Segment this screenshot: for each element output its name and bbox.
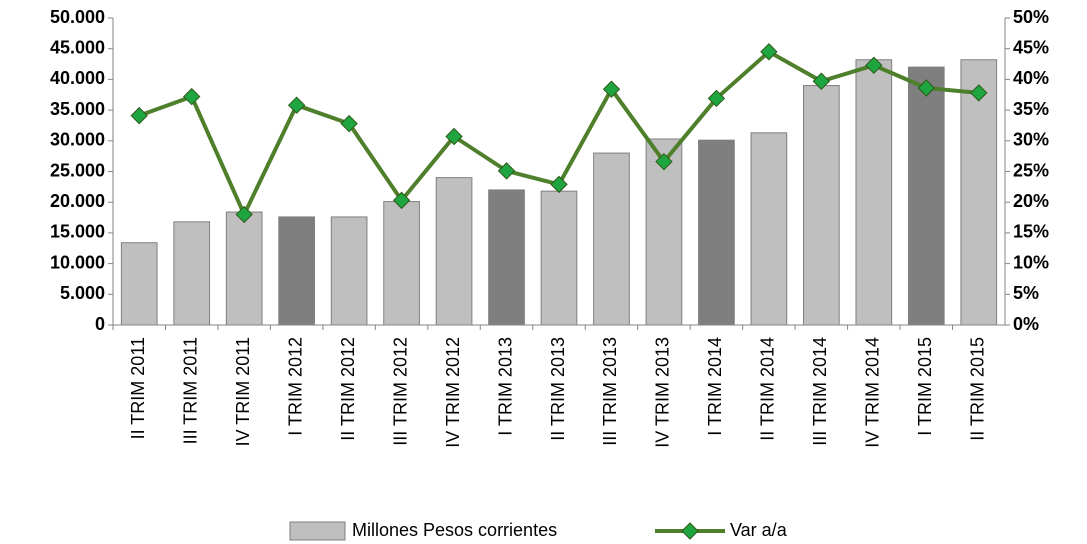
marker	[655, 152, 673, 171]
y-tick-label: 30.000	[50, 130, 105, 150]
x-tick-label: I TRIM 2013	[495, 337, 515, 436]
marker	[550, 175, 568, 194]
marker	[865, 56, 883, 74]
marker	[602, 80, 621, 98]
y2-tick-label: 30%	[1013, 130, 1049, 150]
legend-label: Var a/a	[730, 520, 788, 540]
bar	[278, 216, 315, 326]
marker	[970, 84, 988, 102]
y2-tick-label: 20%	[1013, 191, 1049, 211]
bar	[540, 190, 578, 326]
x-tick-label: II TRIM 2011	[128, 337, 148, 439]
y-tick-label: 20.000	[50, 191, 105, 211]
legend-label: Millones Pesos corrientes	[352, 520, 557, 540]
y-tick-label: 45.000	[50, 37, 105, 57]
x-tick-label: III TRIM 2011	[180, 337, 200, 444]
x-tick-label: III TRIM 2012	[390, 337, 410, 446]
y2-tick-label: 0%	[1013, 314, 1039, 334]
marker	[287, 96, 306, 114]
x-tick-label: IV TRIM 2011	[233, 337, 253, 446]
legend-marker	[681, 522, 699, 540]
x-tick-label: II TRIM 2015	[968, 337, 988, 441]
x-tick-label: IV TRIM 2012	[443, 337, 463, 448]
legend-swatch	[289, 521, 346, 541]
y-tick-label: 0	[95, 314, 105, 334]
x-tick-label: II TRIM 2013	[548, 337, 568, 441]
marker	[760, 43, 778, 61]
bar	[383, 201, 420, 326]
marker	[497, 162, 516, 180]
marker	[812, 72, 831, 90]
bar	[330, 216, 368, 326]
bar	[225, 211, 263, 326]
marker	[340, 114, 358, 133]
marker	[130, 106, 148, 125]
y-tick-label: 40.000	[50, 68, 105, 88]
y-tick-label: 35.000	[50, 99, 105, 119]
marker	[392, 191, 411, 210]
bar	[173, 221, 211, 326]
y-tick-label: 5.000	[60, 283, 105, 303]
y-tick-label: 15.000	[50, 222, 105, 242]
x-tick-label: I TRIM 2014	[705, 337, 725, 436]
bar	[593, 152, 630, 326]
bar	[855, 59, 893, 326]
x-tick-label: IV TRIM 2014	[863, 337, 883, 448]
x-tick-label: III TRIM 2014	[810, 337, 830, 446]
y2-tick-label: 5%	[1013, 283, 1039, 303]
marker	[445, 127, 463, 146]
y-tick-label: 10.000	[50, 252, 105, 272]
x-tick-label: I TRIM 2015	[915, 337, 935, 436]
y2-tick-label: 25%	[1013, 160, 1049, 180]
y2-tick-label: 50%	[1013, 7, 1049, 27]
y2-tick-label: 40%	[1013, 68, 1049, 88]
y-tick-label: 50.000	[50, 7, 105, 27]
y2-tick-label: 35%	[1013, 99, 1049, 119]
bar	[488, 189, 525, 326]
y2-tick-label: 45%	[1013, 37, 1049, 57]
y2-tick-label: 15%	[1013, 222, 1049, 242]
bar	[435, 177, 473, 326]
marker	[235, 205, 253, 224]
marker	[707, 89, 726, 108]
y2-tick-label: 10%	[1013, 252, 1049, 272]
bar	[750, 132, 788, 326]
y-tick-label: 25.000	[50, 160, 105, 180]
x-tick-label: III TRIM 2013	[600, 337, 620, 446]
bar	[907, 66, 945, 326]
x-tick-label: IV TRIM 2013	[653, 337, 673, 448]
bar	[803, 85, 840, 326]
x-tick-label: I TRIM 2012	[285, 337, 305, 436]
bar	[960, 59, 998, 326]
x-tick-label: II TRIM 2014	[758, 337, 778, 441]
marker	[917, 79, 936, 97]
bar	[120, 242, 158, 326]
marker	[182, 87, 201, 106]
bar	[698, 139, 735, 326]
x-tick-label: II TRIM 2012	[338, 337, 358, 441]
